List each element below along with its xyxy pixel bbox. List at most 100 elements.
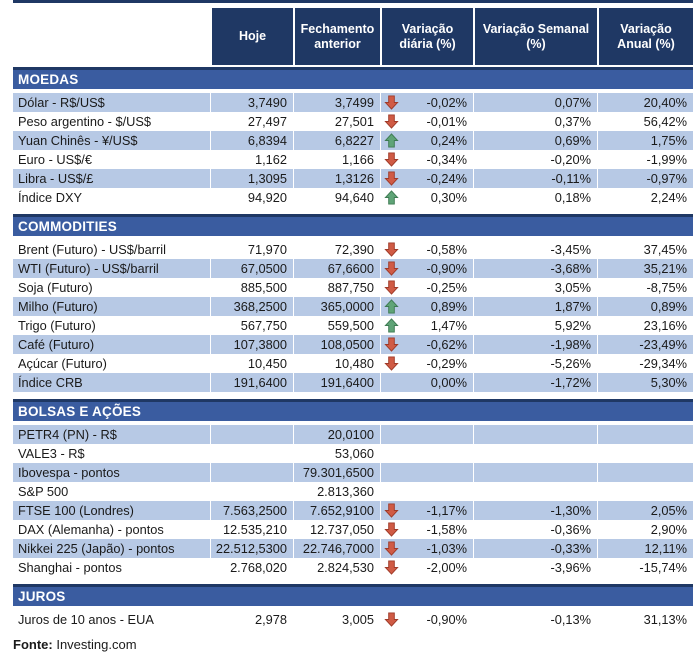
cell-fechamento-anterior: 887,750 (293, 278, 380, 297)
cell-variacao-semanal: -0,13% (473, 610, 597, 629)
cell-hoje (210, 444, 293, 463)
cell-variacao-diaria: 1,47% (380, 316, 473, 335)
cell-variacao-diaria: -0,29% (380, 354, 473, 373)
instrument-label: FTSE 100 (Londres) (13, 501, 210, 520)
table-row: Trigo (Futuro) 567,750 559,500 1,47% 5,9… (13, 316, 693, 335)
cell-variacao-semanal: -1,72% (473, 373, 597, 392)
cell-variacao-semanal: -0,11% (473, 169, 597, 188)
table-row: DAX (Alemanha) - pontos 12.535,210 12.73… (13, 520, 693, 539)
table-row: Café (Futuro) 107,3800 108,0500 -0,62% -… (13, 335, 693, 354)
arrow-down-icon (384, 152, 399, 167)
cell-variacao-diaria: -0,02% (380, 93, 473, 112)
cell-variacao-anual: 12,11% (597, 539, 693, 558)
cell-hoje: 107,3800 (210, 335, 293, 354)
cell-variacao-diaria: 0,00% (380, 373, 473, 392)
arrow-down-icon (384, 522, 399, 537)
arrow-down-icon (384, 171, 399, 186)
table-row: Brent (Futuro) - US$/barril 71,970 72,39… (13, 240, 693, 259)
table-row: FTSE 100 (Londres) 7.563,2500 7.652,9100… (13, 501, 693, 520)
column-header-empty (13, 8, 210, 65)
table-row: Shanghai - pontos 2.768,020 2.824,530 -2… (13, 558, 693, 577)
cell-hoje: 1,162 (210, 150, 293, 169)
table-row: WTI (Futuro) - US$/barril 67,0500 67,660… (13, 259, 693, 278)
table-row: Milho (Futuro) 368,2500 365,0000 0,89% 1… (13, 297, 693, 316)
source-note: Fonte: Investing.com (13, 637, 693, 652)
column-header-hoje: Hoje (210, 8, 293, 65)
cell-hoje: 94,920 (210, 188, 293, 207)
cell-variacao-anual: 2,24% (597, 188, 693, 207)
cell-hoje: 1,3095 (210, 169, 293, 188)
cell-variacao-diaria: -0,58% (380, 240, 473, 259)
no-arrow (384, 446, 400, 462)
cell-fechamento-anterior: 108,0500 (293, 335, 380, 354)
table-row: PETR4 (PN) - R$ 20,0100 (13, 425, 693, 444)
cell-variacao-semanal (473, 444, 597, 463)
arrow-down-icon (384, 95, 399, 110)
cell-hoje: 7.563,2500 (210, 501, 293, 520)
arrow-down-icon (384, 337, 400, 353)
no-arrow (384, 484, 400, 500)
section-title: JUROS (18, 589, 66, 604)
cell-variacao-semanal: -1,98% (473, 335, 597, 354)
cell-fechamento-anterior: 72,390 (293, 240, 380, 259)
cell-variacao-anual: 5,30% (597, 373, 693, 392)
source-label: Fonte: (13, 637, 53, 652)
cell-hoje (210, 463, 293, 482)
cell-fechamento-anterior: 7.652,9100 (293, 501, 380, 520)
arrow-up-icon (384, 318, 399, 333)
section-header-commodities: COMMODITIES (13, 214, 693, 236)
instrument-label: PETR4 (PN) - R$ (13, 425, 210, 444)
cell-fechamento-anterior: 22.746,7000 (293, 539, 380, 558)
cell-fechamento-anterior: 2.813,360 (293, 482, 380, 501)
cell-variacao-diaria: -1,03% (380, 539, 473, 558)
arrow-down-icon (384, 152, 400, 168)
cell-variacao-semanal: 0,37% (473, 112, 597, 131)
arrow-down-icon (384, 242, 399, 257)
cell-fechamento-anterior: 6,8227 (293, 131, 380, 150)
instrument-label: Brent (Futuro) - US$/barril (18, 242, 166, 257)
section-header-moedas: MOEDAS (13, 67, 693, 89)
cell-variacao-diaria: -0,01% (380, 112, 473, 131)
section-rows: Brent (Futuro) - US$/barril 71,970 72,39… (13, 240, 693, 392)
arrow-down-icon (384, 503, 400, 519)
arrow-down-icon (384, 503, 399, 518)
cell-fechamento-anterior: 79.301,6500 (293, 463, 380, 482)
cell-variacao-diaria: -0,62% (380, 335, 473, 354)
cell-variacao-semanal: -3,68% (473, 259, 597, 278)
cell-hoje (210, 425, 293, 444)
cell-fechamento-anterior: 12.737,050 (293, 520, 380, 539)
instrument-label: Ibovespa - pontos (13, 463, 210, 482)
cell-variacao-anual: 0,89% (597, 297, 693, 316)
cell-variacao-diaria: -0,90% (380, 610, 473, 629)
top-border-rule (13, 0, 693, 3)
cell-variacao-anual (597, 463, 693, 482)
instrument-label: Peso argentino - $/US$ (18, 114, 152, 129)
column-header-variacao-diaria: Variação diária (%) (380, 8, 473, 65)
cell-fechamento-anterior: 67,6600 (293, 259, 380, 278)
cell-variacao-diaria: 0,24% (380, 131, 473, 150)
column-header-row: Hoje Fechamento anterior Variação diária… (13, 8, 693, 65)
section-title: BOLSAS E AÇÕES (18, 404, 142, 419)
instrument-label: DAX (Alemanha) - pontos (18, 522, 164, 537)
no-arrow (384, 375, 400, 391)
cell-variacao-anual (597, 482, 693, 501)
arrow-up-icon (384, 318, 400, 334)
cell-variacao-diaria: -0,24% (380, 169, 473, 188)
cell-variacao-semanal: -3,45% (473, 240, 597, 259)
arrow-up-icon (384, 299, 399, 314)
cell-hoje: 368,2500 (210, 297, 293, 316)
cell-hoje: 2.768,020 (210, 558, 293, 577)
cell-fechamento-anterior: 94,640 (293, 188, 380, 207)
arrow-down-icon (384, 356, 400, 372)
instrument-label: Shanghai - pontos (18, 560, 122, 575)
cell-variacao-anual: -29,34% (597, 354, 693, 373)
arrow-up-icon (384, 190, 400, 206)
arrow-down-icon (384, 612, 399, 627)
cell-variacao-diaria (380, 425, 473, 444)
cell-variacao-semanal: -0,20% (473, 150, 597, 169)
arrow-up-icon (384, 299, 400, 315)
table-section: MOEDAS Dólar - R$/US$ 3,7490 3,7499 -0,0… (13, 67, 693, 207)
cell-fechamento-anterior: 3,7499 (293, 93, 380, 112)
table-row: Juros de 10 anos - EUA 2,978 3,005 -0,90… (13, 610, 693, 629)
cell-variacao-semanal (473, 463, 597, 482)
